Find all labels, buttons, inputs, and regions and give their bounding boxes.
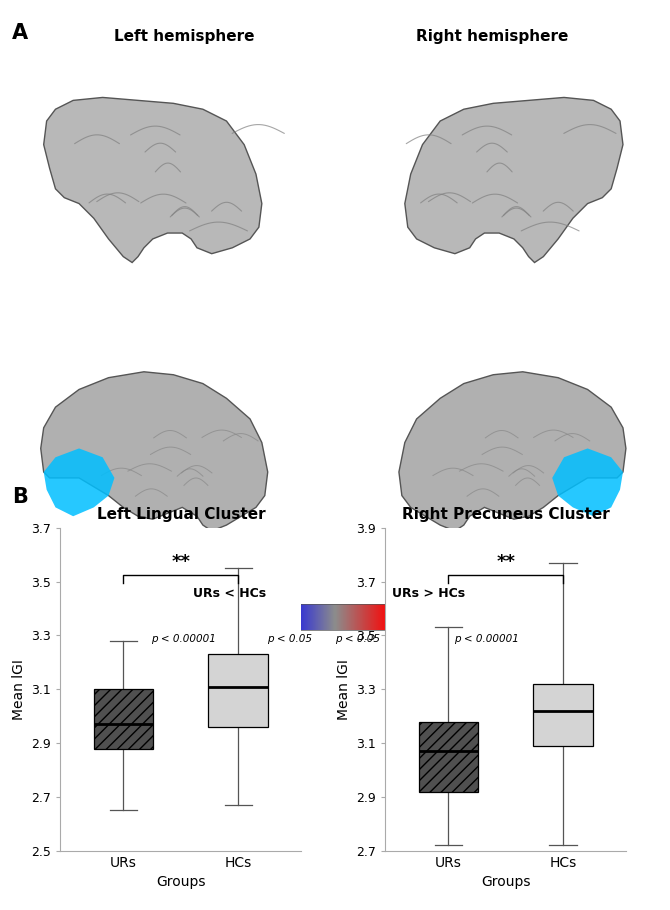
Text: Right hemisphere: Right hemisphere xyxy=(416,29,569,44)
Text: B: B xyxy=(12,487,28,507)
Y-axis label: Mean lGI: Mean lGI xyxy=(337,659,351,720)
Polygon shape xyxy=(399,372,626,531)
Text: A: A xyxy=(12,23,28,43)
Text: p < 0.00001: p < 0.00001 xyxy=(454,634,519,644)
Text: **: ** xyxy=(172,553,190,571)
Title: Left Lingual Cluster: Left Lingual Cluster xyxy=(96,508,265,522)
Text: URs > HCs: URs > HCs xyxy=(392,587,466,600)
Bar xyxy=(208,654,268,727)
Text: p < 0.00001: p < 0.00001 xyxy=(151,634,216,644)
X-axis label: Groups: Groups xyxy=(481,875,531,889)
Text: URs < HCs: URs < HCs xyxy=(194,587,267,600)
Polygon shape xyxy=(41,372,268,531)
X-axis label: Groups: Groups xyxy=(156,875,206,889)
Polygon shape xyxy=(552,449,623,516)
Polygon shape xyxy=(405,97,623,262)
Text: **: ** xyxy=(496,553,515,571)
Text: p < 0.05: p < 0.05 xyxy=(267,634,312,644)
Y-axis label: Mean lGI: Mean lGI xyxy=(12,659,26,720)
Bar xyxy=(533,684,593,746)
Bar xyxy=(419,722,478,792)
Polygon shape xyxy=(44,449,115,516)
Text: p < 0.05: p < 0.05 xyxy=(335,634,380,644)
Title: Right Precuneus Cluster: Right Precuneus Cluster xyxy=(402,508,610,522)
Polygon shape xyxy=(44,97,262,262)
Bar xyxy=(94,690,153,749)
Text: Left hemisphere: Left hemisphere xyxy=(114,29,255,44)
